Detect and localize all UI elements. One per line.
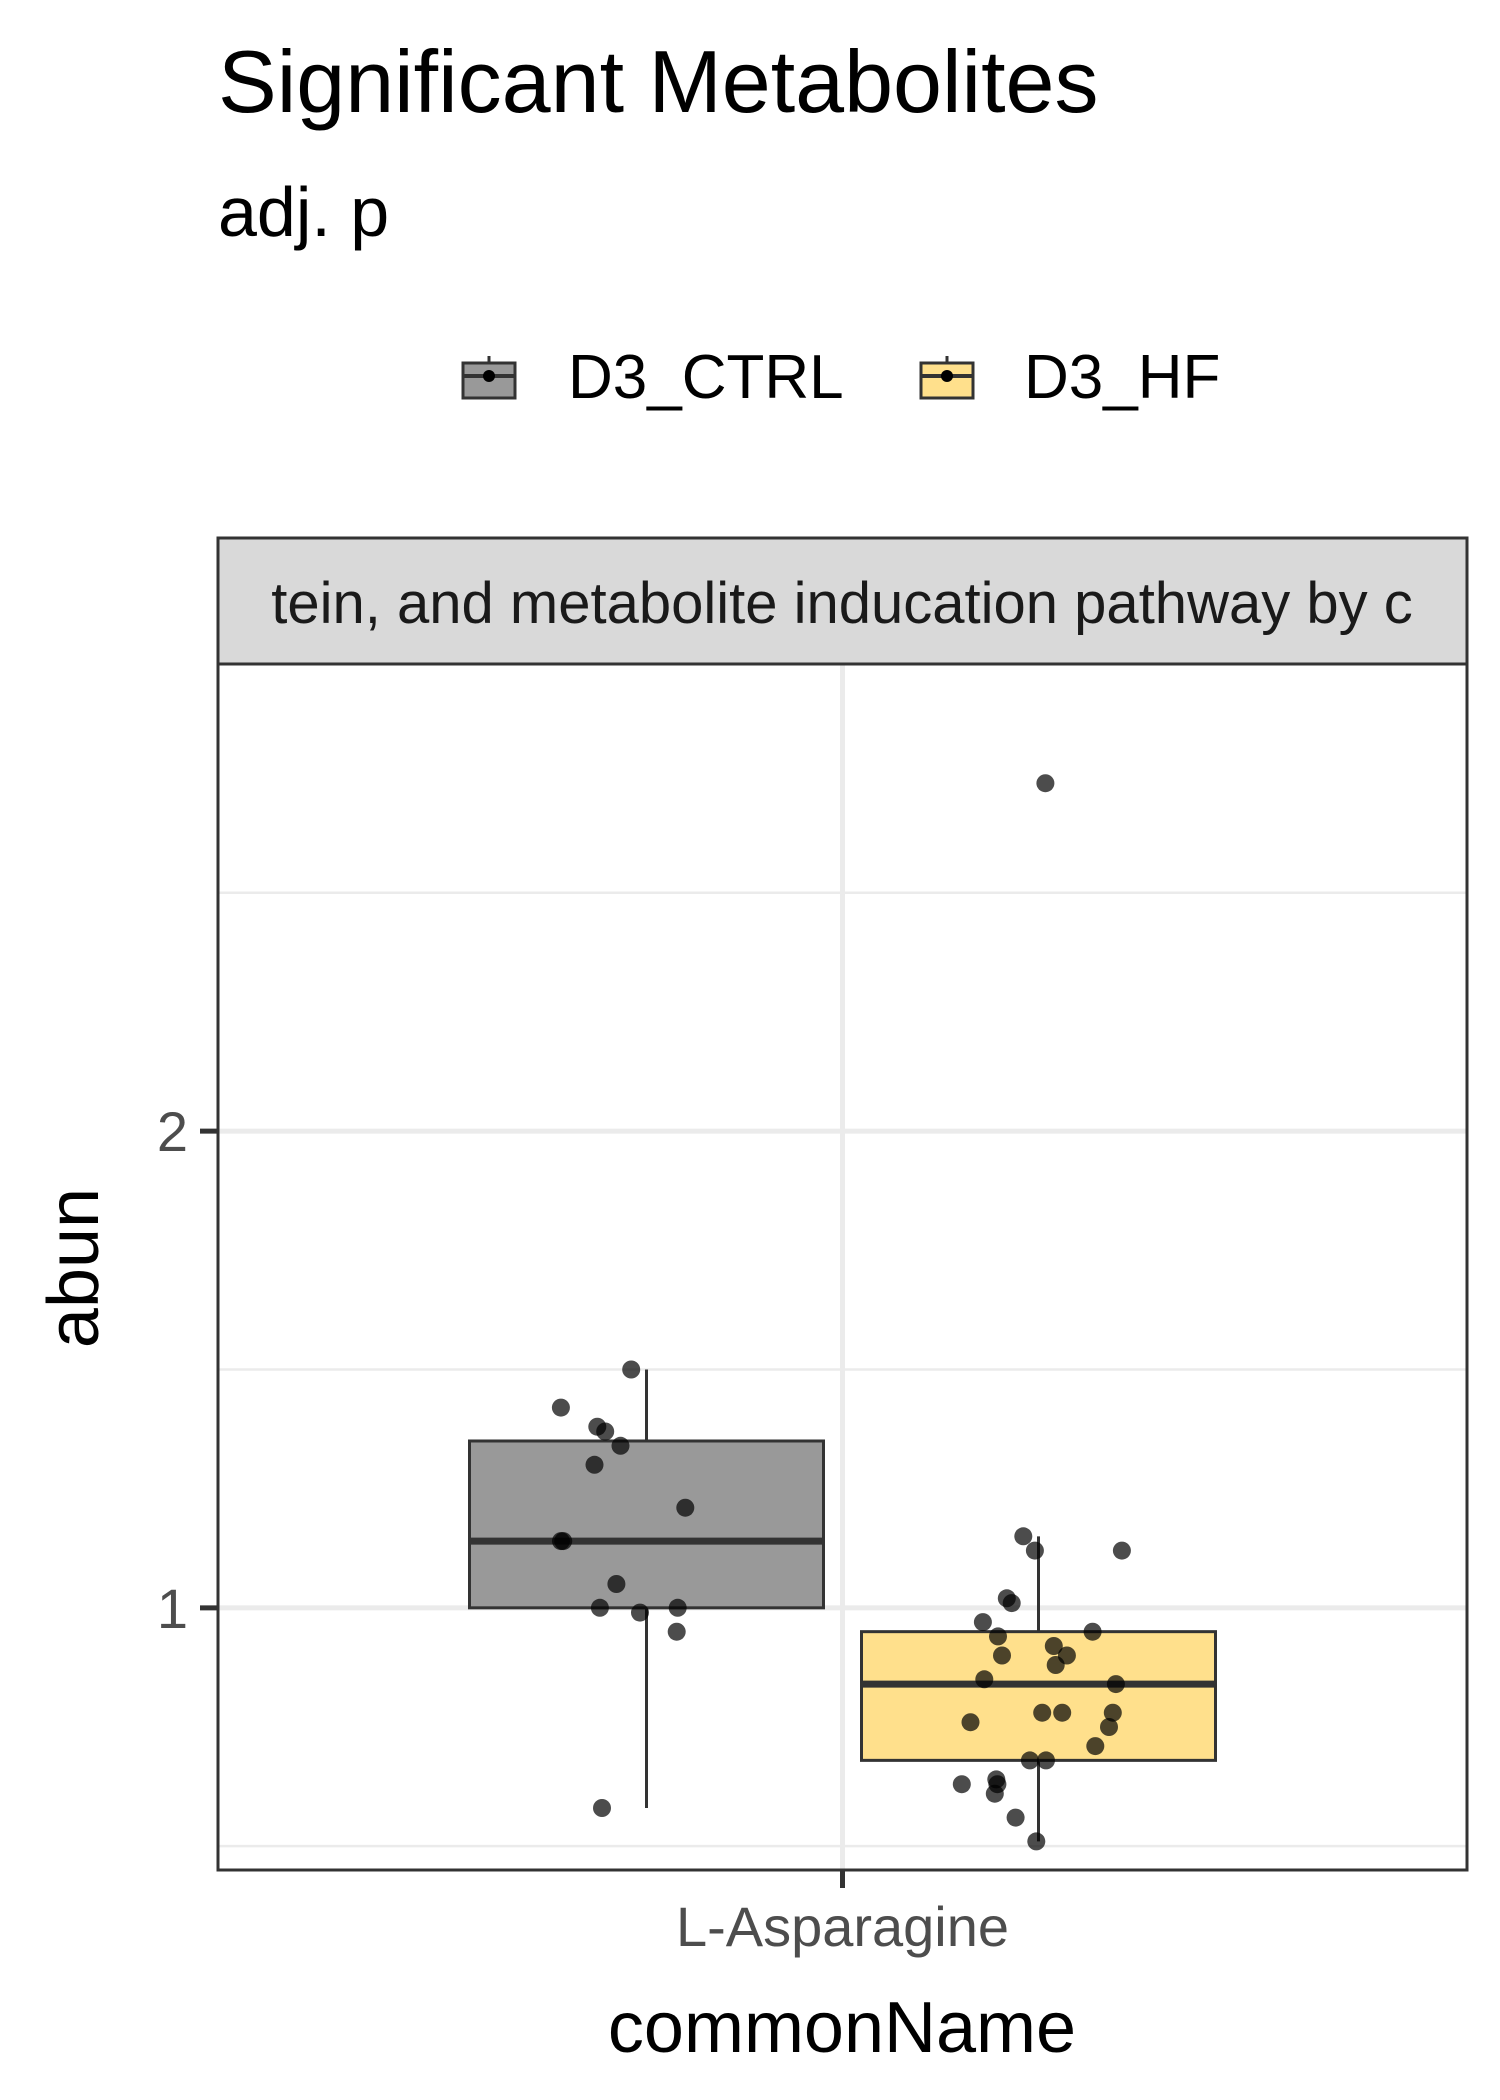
data-point bbox=[593, 1799, 611, 1817]
data-point bbox=[1053, 1703, 1072, 1722]
data-point bbox=[611, 1436, 630, 1455]
data-point bbox=[1037, 1751, 1055, 1770]
data-point bbox=[585, 1455, 604, 1474]
data-point bbox=[1100, 1718, 1118, 1736]
data-point bbox=[667, 1622, 686, 1641]
data-point bbox=[1027, 1832, 1046, 1851]
data-point bbox=[1112, 1541, 1131, 1560]
box-body bbox=[860, 1630, 1217, 1762]
facet-strip-label: tein, and metabolite inducation pathway … bbox=[271, 571, 1412, 636]
data-point bbox=[1006, 1808, 1025, 1827]
data-point bbox=[961, 1713, 980, 1732]
y-axis: 12 bbox=[157, 1100, 218, 1640]
data-point bbox=[590, 1598, 609, 1617]
box-d3-ctrl bbox=[468, 1369, 825, 1809]
data-point bbox=[554, 1532, 573, 1551]
data-point bbox=[1083, 1622, 1102, 1641]
legend-label-d3-ctrl: D3_CTRL bbox=[568, 343, 844, 412]
y-tick-label: 2 bbox=[157, 1100, 188, 1163]
chart-subtitle: adj. p bbox=[218, 173, 389, 251]
points-d3-ctrl bbox=[551, 1360, 695, 1817]
data-point bbox=[975, 1670, 994, 1689]
data-point bbox=[607, 1575, 626, 1593]
data-point bbox=[1046, 1656, 1065, 1674]
x-tick-label: L-Asparagine bbox=[676, 1895, 1009, 1958]
chart-title: Significant Metabolites bbox=[218, 32, 1098, 131]
points-d3-hf bbox=[952, 774, 1131, 1851]
legend-key-d3-hf bbox=[919, 356, 975, 400]
data-point bbox=[993, 1646, 1011, 1665]
x-axis-title: commonName bbox=[608, 1988, 1076, 2068]
data-point bbox=[1044, 1637, 1063, 1655]
data-point bbox=[952, 1775, 971, 1794]
data-point bbox=[1086, 1737, 1105, 1756]
x-axis: L-Asparagine bbox=[676, 1870, 1009, 1958]
box-body bbox=[468, 1439, 825, 1610]
data-point bbox=[1014, 1527, 1033, 1546]
grid-lines bbox=[218, 664, 1467, 1870]
box-d3-hf bbox=[860, 1536, 1217, 1842]
data-point bbox=[668, 1598, 687, 1617]
data-point bbox=[989, 1627, 1007, 1646]
data-point bbox=[622, 1360, 641, 1379]
data-point bbox=[1036, 774, 1055, 793]
data-point bbox=[596, 1422, 615, 1441]
data-point bbox=[1033, 1703, 1052, 1722]
data-point bbox=[1020, 1751, 1039, 1770]
facet-strip bbox=[216, 536, 1469, 666]
data-point bbox=[1025, 1541, 1044, 1560]
data-point bbox=[973, 1613, 992, 1632]
data-point bbox=[1002, 1594, 1021, 1613]
legend: D3_CTRL D3_HF bbox=[461, 343, 1220, 412]
chart-marks bbox=[468, 774, 1217, 1851]
data-point bbox=[551, 1398, 570, 1417]
data-point bbox=[1103, 1703, 1122, 1722]
legend-label-d3-hf: D3_HF bbox=[1024, 343, 1220, 412]
legend-key-d3-ctrl bbox=[461, 356, 517, 400]
data-point bbox=[676, 1498, 695, 1517]
data-point bbox=[985, 1784, 1004, 1803]
data-point bbox=[631, 1603, 649, 1622]
y-axis-title: abun bbox=[34, 1188, 114, 1348]
y-tick-label: 1 bbox=[157, 1577, 188, 1640]
data-point bbox=[1106, 1675, 1125, 1694]
